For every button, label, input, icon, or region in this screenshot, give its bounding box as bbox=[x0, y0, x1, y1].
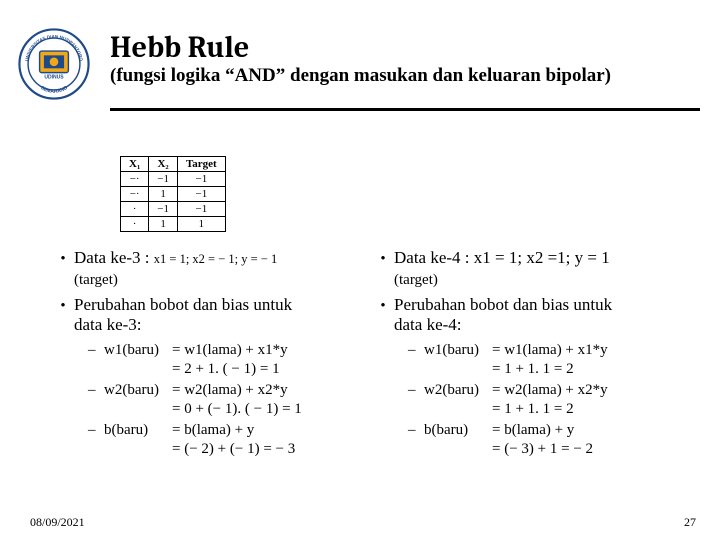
target-label: (target) bbox=[394, 272, 682, 289]
perubahan-line: Perubahan bobot dan bias untukdata ke-3: bbox=[74, 295, 362, 335]
sub-w2: –w2(baru)= w2(lama) + x2*y= 0 + (− 1). (… bbox=[88, 381, 362, 419]
table-row: ·11 bbox=[121, 217, 226, 232]
col-x1: X₁ bbox=[121, 157, 149, 172]
bullet-icon: • bbox=[52, 295, 74, 317]
bullet-icon: • bbox=[372, 248, 394, 270]
truth-table: X₁ X₂ Target −·−1−1 −·1−1 ·−1−1 ·11 bbox=[120, 156, 226, 232]
data-ke-3-line: Data ke-3 : x1 = 1; x2 = − 1; y = − 1 bbox=[74, 248, 362, 268]
slide-subtitle: (fungsi logika “AND” dengan masukan dan … bbox=[110, 65, 611, 87]
title-underline bbox=[110, 108, 700, 111]
right-column: • Data ke-4 : x1 = 1; x2 =1; y = 1 (targ… bbox=[372, 248, 692, 459]
table-row: ·−1−1 bbox=[121, 202, 226, 217]
data-ke-4-line: Data ke-4 : x1 = 1; x2 =1; y = 1 bbox=[394, 248, 682, 268]
perubahan-line: Perubahan bobot dan bias untukdata ke-4: bbox=[394, 295, 682, 335]
slide-title: Hebb Rule bbox=[110, 30, 611, 65]
sub-w1: –w1(baru)= w1(lama) + x1*y= 1 + 1. 1 = 2 bbox=[408, 341, 682, 379]
content-columns: • Data ke-3 : x1 = 1; x2 = − 1; y = − 1 … bbox=[52, 248, 692, 459]
col-x2: X₂ bbox=[149, 157, 178, 172]
sub-b: –b(baru)= b(lama) + y= (− 3) + 1 = − 2 bbox=[408, 421, 682, 459]
sub-w1: –w1(baru)= w1(lama) + x1*y= 2 + 1. ( − 1… bbox=[88, 341, 362, 379]
bullet-icon: • bbox=[372, 295, 394, 317]
title-block: Hebb Rule (fungsi logika “AND” dengan ma… bbox=[110, 28, 611, 87]
target-label: (target) bbox=[74, 272, 362, 289]
sub-w2: –w2(baru)= w2(lama) + x2*y= 1 + 1. 1 = 2 bbox=[408, 381, 682, 419]
sub-b: –b(baru)= b(lama) + y= (− 2) + (− 1) = −… bbox=[88, 421, 362, 459]
slide-header: UNIVERSITAS DIAN NUSWANTORO SEMARANG UDI… bbox=[0, 0, 720, 100]
footer-date: 08/09/2021 bbox=[30, 515, 85, 530]
footer-page-number: 27 bbox=[684, 515, 696, 530]
left-column: • Data ke-3 : x1 = 1; x2 = − 1; y = − 1 … bbox=[52, 248, 372, 459]
logo-inner-text: UDINUS bbox=[44, 74, 64, 80]
col-target: Target bbox=[177, 157, 225, 172]
table-row: −·−1−1 bbox=[121, 172, 226, 187]
table-row: −·1−1 bbox=[121, 187, 226, 202]
university-logo: UNIVERSITAS DIAN NUSWANTORO SEMARANG UDI… bbox=[18, 28, 90, 100]
bullet-icon: • bbox=[52, 248, 74, 270]
